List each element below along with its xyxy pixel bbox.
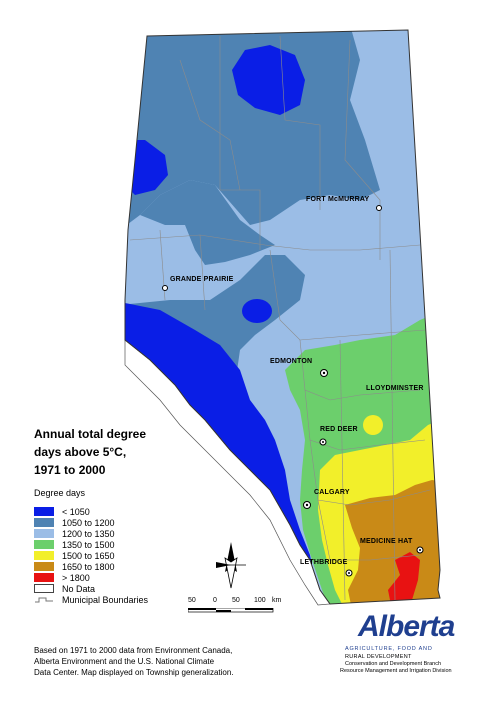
map-title-line2: days above 5°C,: [34, 445, 127, 459]
map-title-line3: 1971 to 2000: [34, 463, 106, 477]
logo-division: Resource Management and Irrigation Divis…: [340, 668, 452, 674]
legend-swatch: [34, 529, 54, 538]
scale-tick-label: 100: [254, 597, 266, 604]
legend-label: 1650 to 1800: [62, 561, 115, 572]
alberta-logo: Alberta AGRICULTURE, FOOD AND RURAL DEVE…: [340, 610, 480, 690]
label-medicine-hat: MEDICINE HAT: [360, 538, 413, 545]
scale-tick-label: 0: [213, 597, 217, 604]
legend-item: > 1800: [34, 572, 204, 583]
legend-item: 1350 to 1500: [34, 539, 204, 550]
legend-swatch-no-data: [34, 584, 54, 593]
scale-tick-label: 50: [232, 597, 240, 604]
marker-fort-mcmurray: [376, 205, 382, 211]
zone-1650-1800: [345, 480, 440, 604]
credit-line1: Based on 1971 to 2000 data from Environm…: [34, 646, 233, 655]
scale-bar-graphic: [188, 608, 274, 613]
label-grande-prairie: GRANDE PRAIRIE: [170, 276, 234, 283]
legend-swatch: [34, 551, 54, 560]
legend: Degree days < 1050 1050 to 1200 1200 to …: [34, 488, 204, 605]
legend-swatch: [34, 518, 54, 527]
logo-wordmark: Alberta: [358, 610, 455, 643]
legend-item: < 1050: [34, 506, 204, 517]
legend-item: 1650 to 1800: [34, 561, 204, 572]
legend-item: 1500 to 1650: [34, 550, 204, 561]
north-arrow-icon: [216, 542, 246, 589]
zone-gt1800: [388, 552, 420, 604]
label-lethbridge: LETHBRIDGE: [300, 559, 348, 566]
label-red-deer: RED DEER: [320, 426, 358, 433]
legend-heading: Degree days: [34, 488, 86, 498]
map-title: Annual total degree days above 5°C, 1971…: [34, 425, 184, 479]
credit-line3: Data Center. Map displayed on Township g…: [34, 668, 234, 677]
marker-grande-prairie: [162, 285, 168, 291]
credit-line2: Alberta Environment and the U.S. Nationa…: [34, 657, 215, 666]
municipal-boundary-icon: [35, 597, 53, 603]
legend-swatch: [34, 507, 54, 516]
legend-item: 1200 to 1350: [34, 528, 204, 539]
legend-swatch: [34, 573, 54, 582]
province-outline: [124, 29, 441, 605]
map-title-line1: Annual total degree: [34, 427, 147, 441]
logo-ministry-line1: AGRICULTURE, FOOD AND: [345, 646, 433, 652]
legend-label: 1500 to 1650: [62, 550, 115, 561]
zone-lt1050-gp-patch: [242, 299, 272, 323]
zone-1500-1650-spot: [363, 415, 383, 435]
zone-1050-1200-north: [125, 30, 380, 230]
legend-item-municipal: Municipal Boundaries: [34, 594, 204, 605]
logo-ministry-line2: RURAL DEVELOPMENT: [345, 654, 412, 660]
zone-lt1050-north: [232, 45, 305, 115]
label-lloydminster: LLOYDMINSTER: [366, 385, 424, 392]
scale-bar: 50 0 50 100 km: [180, 597, 320, 617]
legend-item-no-data: No Data: [34, 583, 204, 594]
label-edmonton: EDMONTON: [270, 358, 313, 365]
legend-label-municipal: Municipal Boundaries: [62, 594, 149, 605]
label-calgary: CALGARY: [314, 489, 350, 496]
legend-label: 1350 to 1500: [62, 539, 115, 550]
legend-label: < 1050: [62, 506, 90, 517]
legend-label: 1050 to 1200: [62, 517, 115, 528]
legend-item: 1050 to 1200: [34, 517, 204, 528]
municipal-boundaries: [129, 35, 431, 601]
zone-1050-1200-gp: [140, 180, 275, 265]
legend-label-no-data: No Data: [62, 583, 96, 594]
logo-branch: Conservation and Development Branch: [345, 661, 442, 667]
legend-swatch: [34, 540, 54, 549]
data-credit: Based on 1971 to 2000 data from Environm…: [34, 645, 294, 678]
legend-label: 1200 to 1350: [62, 528, 115, 539]
legend-label: > 1800: [62, 572, 90, 583]
scale-tick-label: 50: [188, 597, 196, 604]
legend-swatch: [34, 562, 54, 571]
scale-unit: km: [272, 597, 282, 604]
label-fort-mcmurray: FORT McMURRAY: [306, 196, 370, 203]
